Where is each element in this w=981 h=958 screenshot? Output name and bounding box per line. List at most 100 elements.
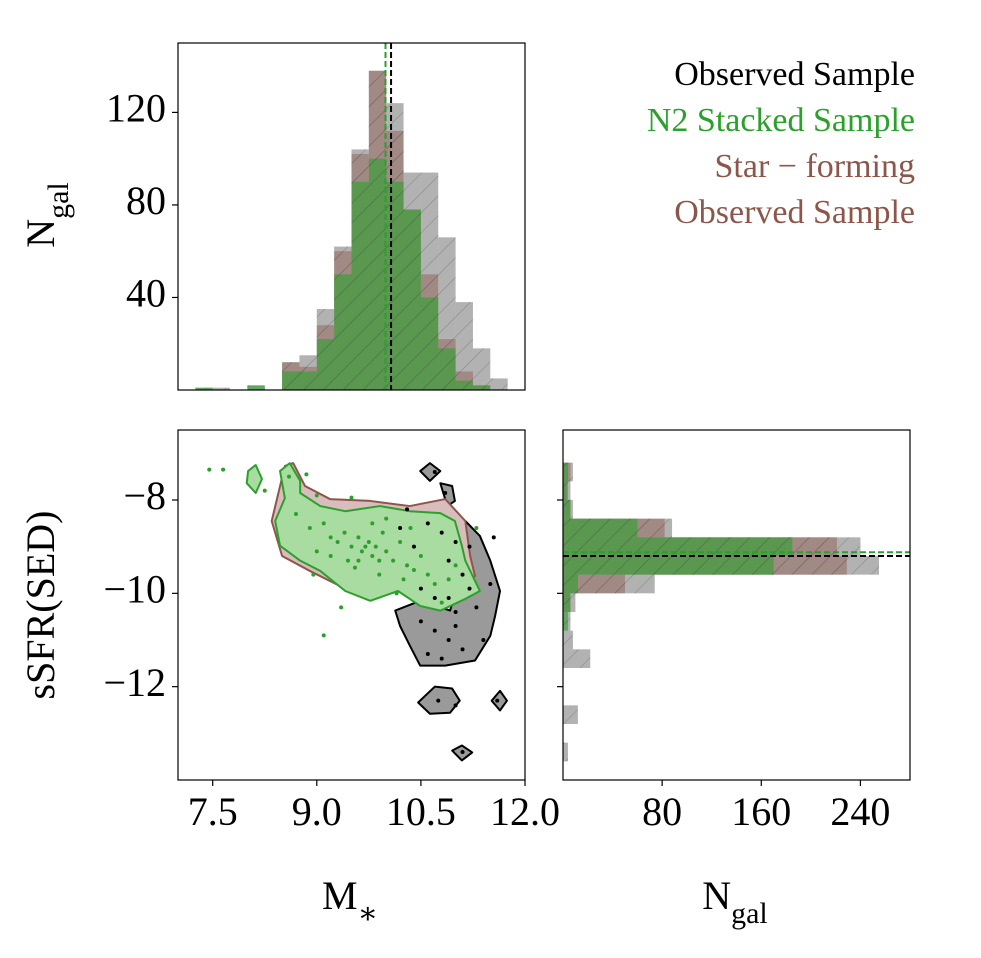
bar-hatch — [403, 209, 421, 390]
label-main: N — [702, 873, 731, 918]
point — [363, 544, 368, 549]
point — [481, 638, 486, 642]
point — [307, 526, 312, 530]
point — [453, 540, 458, 544]
point — [405, 563, 410, 568]
x-tick-label: 80 — [642, 789, 682, 834]
legend-entry: Star − forming Observed Sample — [674, 148, 915, 231]
x-tick-label: 160 — [731, 789, 791, 834]
label-sub: gal — [731, 897, 768, 930]
point — [432, 582, 437, 586]
bar-hatch — [490, 378, 508, 390]
point — [349, 544, 354, 549]
point — [495, 698, 500, 703]
point — [373, 544, 378, 549]
point — [384, 549, 389, 554]
point — [304, 472, 309, 477]
point — [349, 495, 354, 500]
point — [432, 470, 437, 474]
contour — [419, 462, 442, 482]
point — [401, 577, 406, 582]
y-axis-label: Ngal — [18, 182, 75, 248]
point — [321, 521, 326, 526]
bar-hatch — [472, 385, 491, 390]
bar-hatch — [247, 385, 265, 390]
bar-hatch — [212, 387, 231, 390]
point — [474, 526, 479, 530]
point — [262, 488, 267, 493]
point — [488, 582, 493, 586]
point — [436, 698, 441, 703]
x-tick-label: 9.0 — [292, 789, 342, 834]
x-tick-label: 12.0 — [490, 789, 560, 834]
point — [293, 512, 298, 516]
bar-hatch — [563, 481, 567, 500]
point — [328, 535, 333, 540]
plot-area — [563, 462, 910, 762]
bar-hatch — [386, 181, 404, 390]
x-axis-label: Ngal — [702, 873, 768, 930]
point — [346, 558, 351, 563]
bar-hatch — [563, 574, 578, 594]
point — [474, 605, 479, 610]
point — [314, 493, 319, 498]
point — [453, 610, 458, 614]
point — [335, 540, 340, 544]
point — [314, 549, 319, 554]
point — [460, 750, 465, 754]
bar-hatch — [563, 612, 568, 631]
point — [460, 572, 465, 577]
y-tick-label: 80 — [126, 178, 166, 223]
y-axis-label: sSFR(SED) — [18, 511, 63, 700]
panel: 80 160 240 — [557, 429, 911, 834]
label-main: N — [18, 219, 63, 248]
bar-hatch — [563, 574, 625, 594]
y-tick-label: −10 — [103, 567, 166, 612]
point — [439, 656, 444, 661]
point — [356, 558, 361, 563]
point — [370, 554, 375, 558]
plot-area — [195, 43, 508, 390]
contour — [490, 689, 508, 712]
panel: −12 −10 −8 7.5 9.0 10.5 12.0 — [103, 429, 560, 834]
point — [352, 565, 357, 570]
legend: Observed Sample N2 Stacked Sample Star − f… — [515, 52, 915, 236]
x-axis-label: M∗ — [322, 873, 378, 930]
label-main: M — [322, 873, 358, 918]
point — [380, 530, 385, 535]
y-tick-label: −12 — [103, 660, 166, 705]
bar-hatch — [368, 158, 387, 390]
bar-hatch — [563, 556, 774, 575]
bar-hatch — [563, 649, 591, 668]
point — [405, 507, 410, 512]
point — [491, 535, 496, 540]
point — [321, 633, 326, 638]
point — [467, 544, 472, 549]
legend-entry: Observed Sample — [674, 56, 915, 93]
axes-frame — [177, 42, 526, 391]
axes-frame — [177, 429, 526, 781]
point — [411, 544, 416, 549]
point — [446, 596, 451, 600]
point — [439, 600, 444, 605]
bar-hatch — [563, 630, 573, 650]
bar-hatch — [563, 462, 568, 482]
point — [446, 577, 451, 582]
point — [425, 521, 430, 526]
point — [418, 586, 423, 591]
point — [446, 558, 451, 563]
bar-hatch — [299, 371, 317, 390]
point — [418, 554, 423, 558]
point — [366, 540, 371, 544]
bar-hatch — [563, 518, 638, 538]
point — [339, 605, 344, 610]
bar-hatch — [472, 348, 491, 390]
axes-frame — [562, 429, 911, 781]
point — [377, 572, 382, 577]
point — [311, 572, 316, 577]
point — [408, 526, 413, 530]
x-tick-label: 10.5 — [386, 789, 456, 834]
point — [467, 586, 472, 591]
bar-hatch — [563, 500, 571, 519]
